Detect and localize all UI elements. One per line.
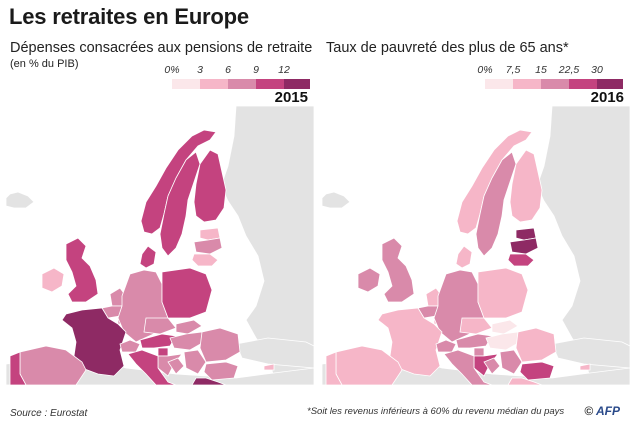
legend-label: 9 [253, 64, 259, 76]
country-serbie [499, 349, 523, 375]
country-islande [322, 191, 351, 209]
legend-label: 6 [225, 64, 231, 76]
country-lituanie [507, 253, 535, 267]
legend-label: 7,5 [505, 64, 521, 76]
pensions-title: Dépenses consacrées aux pensions de retr… [10, 40, 313, 56]
poverty-year: 2016 [590, 89, 624, 106]
country-hongrie [169, 331, 205, 351]
legend-swatch-5 [597, 79, 623, 89]
country-bosnie [167, 357, 185, 375]
europe-map-shapes [6, 106, 314, 385]
legend-swatch-4 [256, 79, 284, 89]
country-pologne [161, 267, 213, 319]
legend-swatch-1 [172, 79, 200, 89]
country-bulgarie [203, 361, 239, 381]
country-suède [475, 151, 517, 257]
country-lettonie [509, 237, 539, 255]
legend-swatch-4 [569, 79, 597, 89]
country-suisse [119, 339, 141, 353]
legend-label: 15 [535, 64, 547, 76]
country-lettonie [193, 237, 223, 255]
country-hongrie [485, 331, 521, 351]
country-italie [127, 349, 177, 385]
afp-logo: AFP [596, 404, 620, 418]
legend-swatch-3 [228, 79, 256, 89]
country-slovénie [473, 347, 485, 357]
legend-swatch-3 [541, 79, 569, 89]
footnote: *Soit les revenus inférieurs à 60% du re… [307, 406, 565, 417]
poverty-panel: Taux de pauvreté des plus de 65 ans* 0% … [322, 40, 630, 385]
source-text: Source : Eurostat [10, 408, 88, 419]
country-portugal [325, 351, 343, 385]
europe-map-shapes [322, 106, 630, 385]
pensions-legend: 0% 3 6 9 12 [164, 64, 310, 94]
country-italie [443, 349, 493, 385]
country-finlande [509, 149, 543, 223]
legend-label: 0% [164, 64, 180, 76]
legend-swatch-2 [513, 79, 541, 89]
country-finlande [193, 149, 227, 223]
country-norvège [140, 129, 217, 235]
country-serbie [183, 349, 207, 375]
country-chypre [579, 363, 591, 371]
country-roumanie [515, 327, 557, 363]
poverty-map [322, 106, 630, 385]
pensions-map [6, 106, 314, 385]
country-slovaquie [175, 319, 203, 335]
pensions-subtitle: (en % du PIB) [10, 58, 79, 70]
country-lituanie [191, 253, 219, 267]
legend-label: 12 [278, 64, 290, 76]
country-turquie-fond [551, 337, 630, 369]
poverty-legend: 0% 7,5 15 22,5 30 [477, 64, 623, 94]
afp-credit: © AFP [584, 404, 620, 418]
copyright-symbol: © [584, 404, 594, 418]
pensions-panel: Dépenses consacrées aux pensions de retr… [6, 40, 314, 385]
country-tchéquie [143, 317, 177, 335]
country-danemark [139, 245, 157, 269]
country-pologne [477, 267, 529, 319]
country-bulgarie [519, 361, 555, 381]
legend-label: 22,5 [558, 64, 580, 76]
country-grèce [507, 377, 543, 385]
country-turquie-fond [235, 337, 314, 369]
country-suède [159, 151, 201, 257]
country-autriche [455, 333, 493, 349]
country-royaume-uni [381, 237, 415, 303]
country-grèce [191, 377, 227, 385]
country-irlande [41, 267, 65, 293]
country-portugal [9, 351, 27, 385]
poverty-title: Taux de pauvreté des plus de 65 ans* [326, 40, 569, 56]
country-chypre [263, 363, 275, 371]
legend-label: 30 [591, 64, 603, 76]
country-suisse [435, 339, 457, 353]
legend-swatch-5 [284, 79, 310, 89]
country-autriche [139, 333, 177, 349]
legend-swatch-1 [485, 79, 513, 89]
country-danemark [455, 245, 473, 269]
country-islande [6, 191, 35, 209]
country-tchéquie [459, 317, 493, 335]
page-title: Les retraites en Europe [9, 4, 249, 29]
legend-swatch-2 [200, 79, 228, 89]
country-irlande [357, 267, 381, 293]
country-roumanie [199, 327, 241, 363]
country-norvège [456, 129, 533, 235]
country-slovaquie [491, 319, 519, 335]
pensions-year: 2015 [274, 89, 308, 106]
country-royaume-uni [65, 237, 99, 303]
country-bosnie [483, 357, 501, 375]
country-slovénie [157, 347, 169, 357]
legend-label: 0% [477, 64, 493, 76]
legend-label: 3 [197, 64, 203, 76]
